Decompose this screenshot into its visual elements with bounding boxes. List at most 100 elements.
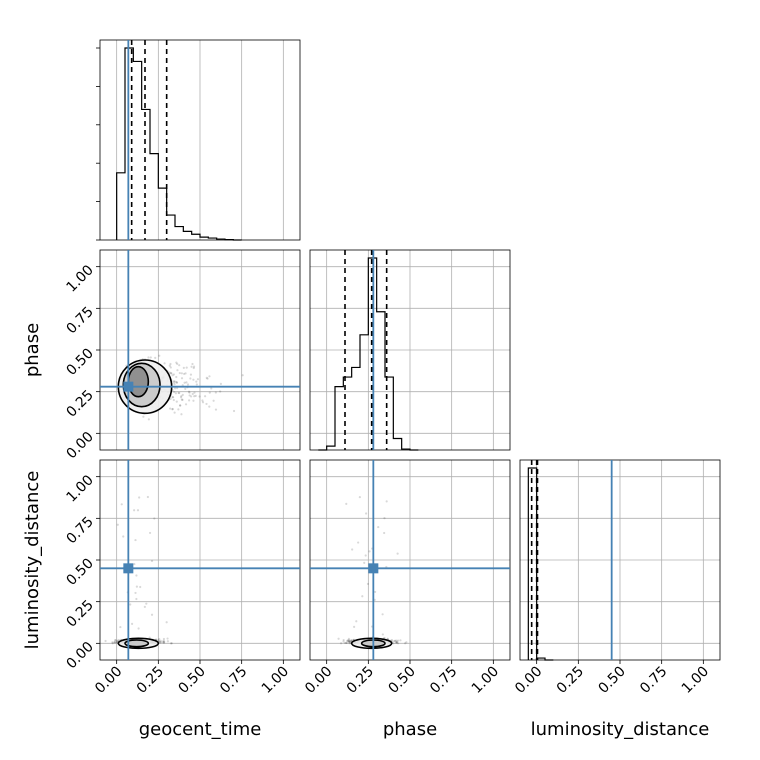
sample-point (393, 639, 397, 643)
sample-point (134, 538, 137, 542)
sample-point (178, 371, 181, 375)
sample-point (147, 356, 150, 359)
sample-point (178, 364, 181, 367)
sample-point (171, 407, 174, 411)
sample-point (166, 637, 169, 640)
x-tick-label-phase: 1.00 (469, 664, 502, 697)
sample-point (183, 381, 186, 384)
sample-point (210, 387, 213, 390)
sample-point (195, 383, 198, 386)
y-tick-label-phase: 0.50 (63, 346, 96, 379)
sample-point (181, 398, 184, 401)
sample-point (135, 585, 138, 588)
sample-point (208, 375, 211, 378)
sample-point (154, 356, 157, 359)
sample-point (353, 625, 356, 628)
sample-point (169, 407, 172, 410)
sample-point (115, 641, 119, 644)
sample-point (180, 372, 183, 375)
sample-point (187, 390, 191, 393)
sample-point (158, 354, 161, 357)
x-tick-label-geocent_time: 0.00 (92, 664, 125, 697)
sample-point (172, 381, 176, 384)
sample-point (171, 408, 174, 411)
sample-point (153, 517, 156, 520)
sample-point (366, 582, 370, 586)
x-tick-label-geocent_time: 0.75 (217, 664, 250, 697)
density-fill (125, 640, 149, 647)
y-tick-label-luminosity_distance: 0.00 (63, 639, 96, 672)
sample-point (386, 637, 389, 640)
sample-point (404, 642, 407, 645)
sample-point (395, 641, 398, 644)
sample-point (135, 597, 138, 601)
sample-point (178, 391, 181, 395)
sample-point (171, 396, 174, 399)
sample-point (172, 398, 175, 402)
sample-point (135, 574, 138, 577)
sample-point (178, 404, 182, 407)
sample-point (180, 398, 184, 401)
sample-point (339, 642, 343, 645)
sample-point (168, 364, 171, 367)
histogram-phase (318, 257, 419, 451)
sample-point (149, 356, 152, 359)
sample-point (173, 411, 176, 414)
sample-point (188, 391, 191, 394)
sample-point (188, 394, 191, 397)
sample-point (113, 641, 116, 644)
panels: 0.00 0.25 0.50 0.75 1.000.000.250.500.751.00… (63, 39, 721, 697)
sample-point (175, 361, 178, 364)
sample-point (187, 399, 191, 402)
sample-point (194, 394, 197, 397)
sample-point (345, 641, 348, 645)
sample-point (195, 380, 198, 383)
x-tick-label-phase: 0.00 (302, 664, 335, 697)
hist-panel-geocent_time (96, 39, 301, 241)
sample-point (351, 548, 354, 551)
y-tick-label-luminosity_distance: 0.25 (63, 597, 96, 630)
scatter-panel-phase-luminosity_distance: 0.00 0.25 0.50 0.75 1.00 (302, 459, 511, 697)
sample-point (374, 590, 377, 594)
x-tick-label-luminosity_distance: 0.25 (554, 664, 587, 697)
sample-point (377, 525, 380, 529)
density-contour (350, 637, 393, 650)
sample-point (342, 638, 345, 642)
sample-point (385, 500, 388, 503)
sample-point (350, 638, 353, 642)
sample-point (232, 409, 236, 413)
sample-point (104, 639, 107, 643)
sample-point (347, 637, 351, 640)
sample-point (158, 637, 161, 641)
sample-point (348, 639, 351, 642)
sample-point (111, 642, 114, 645)
x-tick-label-phase: 0.25 (344, 664, 377, 697)
sample-point (169, 397, 172, 401)
sample-point (405, 641, 408, 644)
sample-point (162, 641, 165, 645)
sample-point (173, 390, 176, 394)
sample-point (177, 391, 180, 395)
panel-frame (99, 39, 301, 241)
density-contour (117, 637, 160, 650)
sample-point (205, 376, 208, 380)
sample-point (219, 382, 223, 385)
sample-point (158, 640, 161, 643)
sample-point (176, 387, 179, 390)
y-axis-label-phase: phase (22, 323, 43, 377)
sample-point (383, 531, 386, 535)
sample-point (192, 399, 195, 402)
sample-point (346, 639, 349, 642)
sample-point (192, 378, 195, 381)
sample-point (346, 639, 349, 643)
sample-point (172, 379, 176, 383)
sample-point (176, 369, 179, 372)
sample-point (148, 636, 151, 639)
sample-point (170, 372, 173, 375)
sample-point (189, 377, 192, 380)
sample-point (347, 639, 351, 643)
sample-point (158, 641, 162, 644)
sample-point (383, 517, 386, 520)
sample-point (179, 396, 183, 399)
